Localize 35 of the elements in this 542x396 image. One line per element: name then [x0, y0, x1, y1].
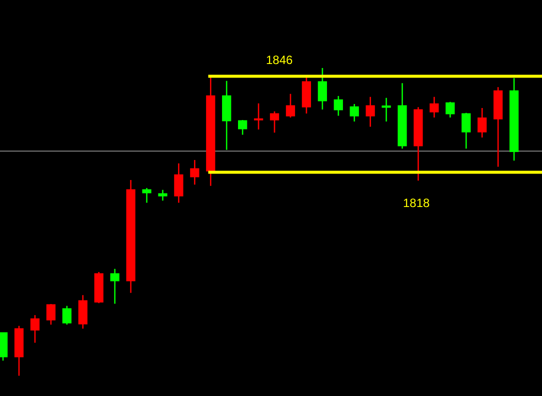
candlestick [494, 86, 503, 168]
candlestick [110, 268, 120, 304]
candlestick [238, 119, 248, 136]
candlestick [174, 162, 184, 204]
candlestick [462, 112, 471, 150]
text: 1846 [266, 53, 294, 67]
candlestick [46, 303, 56, 326]
candlestick [350, 103, 359, 122]
candlestick [430, 96, 439, 118]
candlestick [318, 67, 327, 110]
candlestick [94, 271, 104, 304]
candlestick [30, 314, 40, 344]
candlestick [414, 106, 423, 182]
candlestick [78, 294, 88, 330]
candlestick [478, 107, 487, 138]
candlestick [286, 93, 296, 118]
candlestick [0, 332, 8, 362]
candlestick [509, 78, 519, 162]
candlestick [366, 96, 375, 128]
candlestick [158, 189, 168, 202]
candlestick [398, 82, 407, 150]
candlestick [446, 101, 455, 118]
candlestick [222, 80, 232, 150]
candlestick [334, 95, 343, 116]
candlestick [142, 187, 152, 204]
candlestick [206, 75, 216, 186]
annotation: 1818 [403, 196, 430, 210]
candlestick [302, 76, 312, 114]
candlestick [14, 325, 24, 376]
candlestick [254, 102, 264, 130]
candlestick [270, 110, 280, 134]
candlestick [126, 179, 136, 294]
candlestick [190, 159, 200, 186]
candlestick [62, 305, 72, 326]
candlestick [382, 97, 391, 122]
